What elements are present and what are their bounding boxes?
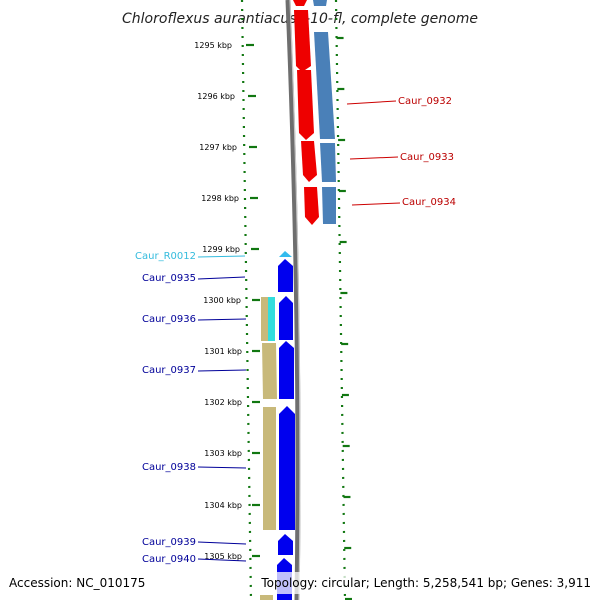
kbp-label: 1303 kbp bbox=[204, 449, 242, 458]
cds-block bbox=[313, 0, 327, 6]
khaki-cds-track bbox=[260, 297, 277, 600]
kbp-label: 1304 kbp bbox=[204, 501, 242, 510]
left-labels: Caur_R0012 Caur_0935 Caur_0936 Caur_0937… bbox=[135, 251, 247, 565]
genome-backbone bbox=[285, 0, 301, 600]
gene-arrow bbox=[304, 187, 319, 225]
connector-line bbox=[197, 276, 246, 280]
kbp-label: 1300 kbp bbox=[203, 296, 241, 305]
kbp-labels: 1295 kbp 1296 kbp 1297 kbp 1298 kbp 1299… bbox=[194, 41, 242, 561]
cds-block bbox=[322, 187, 336, 224]
steel-cds-track bbox=[313, 0, 336, 224]
gene-label-right[interactable]: Caur_0933 bbox=[400, 152, 454, 163]
cds-block bbox=[320, 143, 336, 182]
gene-arrow bbox=[278, 259, 293, 292]
kbp-label: 1297 kbp bbox=[199, 143, 237, 152]
gene-label-left[interactable]: Caur_0937 bbox=[142, 365, 196, 376]
connector-line bbox=[351, 202, 401, 206]
gene-label-left[interactable]: Caur_0940 bbox=[142, 554, 196, 565]
kbp-label: 1298 kbp bbox=[201, 194, 239, 203]
connector-line bbox=[197, 541, 247, 545]
connector-line bbox=[197, 318, 247, 321]
right-dotted-track bbox=[334, 0, 347, 600]
gene-label-left[interactable]: Caur_0939 bbox=[142, 537, 196, 548]
gene-label-left[interactable]: Caur_0935 bbox=[142, 273, 196, 284]
right-track-dashes bbox=[336, 36, 352, 600]
connector-line bbox=[197, 369, 247, 372]
gene-arrow bbox=[297, 70, 314, 140]
rna-block bbox=[268, 297, 275, 341]
gene-label-left[interactable]: Caur_0938 bbox=[142, 462, 196, 473]
gene-arrow bbox=[294, 10, 311, 72]
kbp-tick-marks bbox=[246, 43, 260, 558]
gene-label-left[interactable]: Caur_0936 bbox=[142, 314, 196, 325]
summary-text: Topology: circular; Length: 5,258,541 bp… bbox=[260, 576, 591, 590]
cds-block bbox=[314, 32, 335, 139]
cds-block bbox=[261, 297, 268, 341]
connector-line bbox=[197, 466, 247, 469]
right-labels: Caur_0932 Caur_0933 Caur_0934 bbox=[346, 96, 456, 208]
accession-text: Accession: NC_010175 bbox=[9, 576, 145, 590]
kbp-label: 1295 kbp bbox=[194, 41, 232, 50]
gene-arrow bbox=[301, 141, 317, 182]
cds-block bbox=[263, 407, 276, 530]
gene-arrow bbox=[279, 406, 295, 530]
gene-arrow bbox=[278, 534, 293, 555]
kbp-label: 1299 kbp bbox=[202, 245, 240, 254]
connector-line bbox=[346, 100, 397, 105]
gene-label-left[interactable]: Caur_R0012 bbox=[135, 251, 196, 262]
kbp-label: 1305 kbp bbox=[204, 552, 242, 561]
kbp-label: 1301 kbp bbox=[204, 347, 242, 356]
kbp-label: 1302 kbp bbox=[204, 398, 242, 407]
gene-label-right[interactable]: Caur_0932 bbox=[398, 96, 452, 107]
gene-arrow bbox=[279, 341, 294, 399]
cds-block bbox=[260, 595, 273, 600]
gene-label-right[interactable]: Caur_0934 bbox=[402, 197, 456, 208]
connector-line bbox=[349, 156, 399, 160]
gene-arrow bbox=[293, 0, 307, 6]
reverse-genes bbox=[293, 0, 319, 225]
gene-arrow bbox=[279, 296, 293, 340]
genome-backbone-highlight bbox=[289, 0, 301, 600]
connector-line bbox=[197, 558, 247, 562]
rna-arrow bbox=[279, 251, 292, 257]
kbp-label: 1296 kbp bbox=[197, 92, 235, 101]
cds-block bbox=[262, 343, 277, 399]
forward-genes bbox=[277, 251, 295, 600]
summary-bg bbox=[262, 572, 596, 594]
connector-line bbox=[197, 255, 246, 258]
left-dotted-track bbox=[240, 0, 253, 600]
